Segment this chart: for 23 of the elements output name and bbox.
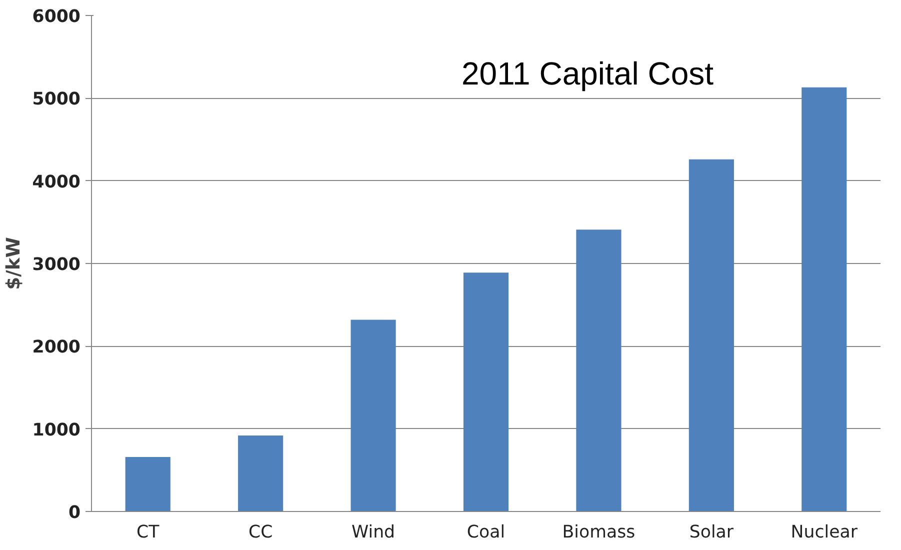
bar [125,456,170,512]
bar [576,230,622,512]
text: 2011 Capital Cost [462,56,714,92]
y-tick-label: 5000 [32,90,81,110]
y-tick-label: 2000 [32,338,81,358]
bar [463,272,509,512]
y-axis-title: $/kW [3,237,24,290]
bar [802,87,847,512]
y-tick-label: 6000 [32,7,81,27]
x-tick-label: Wind [352,522,396,542]
x-tick-label: CC [248,522,273,542]
y-tick-label: 1000 [32,420,81,440]
y-tick-label: 3000 [32,255,81,275]
bar [238,435,284,512]
x-tick-label: Nuclear [790,522,858,542]
x-tick-label: CT [136,522,160,542]
y-tick-label: 4000 [32,172,81,192]
bar [350,320,396,512]
x-tick-label: Solar [689,522,734,542]
x-tick-label: Coal [466,522,506,542]
y-tick-label: 0 [68,503,81,523]
bar [688,159,734,512]
x-tick-label: Biomass [562,522,636,542]
